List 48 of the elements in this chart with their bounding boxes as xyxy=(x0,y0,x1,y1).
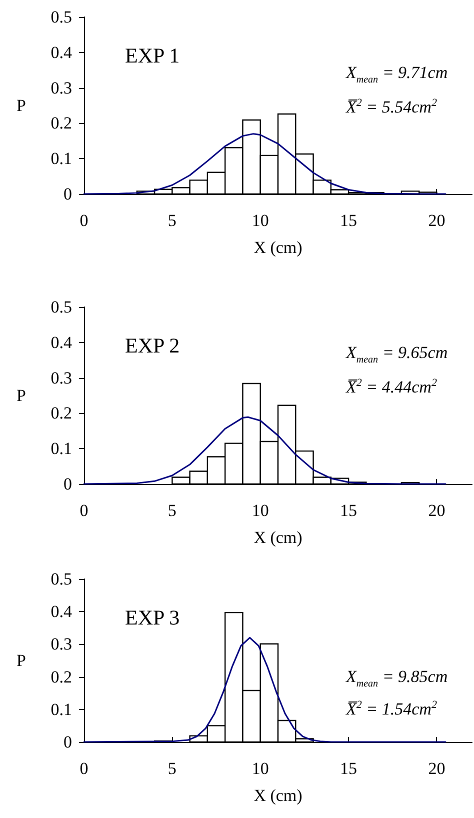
y-tick-label: 0.5 xyxy=(50,8,72,26)
y-tick-label: 0.4 xyxy=(50,42,72,62)
x-tick-label: 15 xyxy=(340,211,358,230)
x-tick-label: 0 xyxy=(80,759,88,778)
x-tick-label: 20 xyxy=(428,501,446,520)
annotation: X̅$^{2}$ = 5.54cm$^{2}$ xyxy=(346,96,437,119)
x-axis-title: X (cm) xyxy=(254,786,302,805)
text: EXP 2 xyxy=(125,334,180,358)
text: EXP 1 xyxy=(125,44,180,68)
x-tick-label: 0 xyxy=(80,211,88,230)
y-tick-label: 0.3 xyxy=(50,78,72,98)
x-tick-label: 10 xyxy=(252,759,269,778)
y-axis-title: P xyxy=(16,651,26,670)
y-tick-label: 0.1 xyxy=(50,439,72,458)
x-tick-label: 15 xyxy=(340,501,358,520)
x-tick-label: 15 xyxy=(340,759,358,778)
x-tick-label: 5 xyxy=(168,501,176,520)
annotation: X$_{mean}$ = 9.85cm xyxy=(346,666,448,692)
y-tick-label: 0.3 xyxy=(50,368,72,388)
x-tick-label: 10 xyxy=(252,501,269,520)
x-tick-label: 5 xyxy=(168,759,176,778)
y-tick-label: 0 xyxy=(64,732,72,752)
x-tick-label: 10 xyxy=(252,211,269,230)
x-tick-label: 0 xyxy=(80,501,88,520)
y-tick-label: 0 xyxy=(64,474,72,494)
y-axis-title: P xyxy=(16,386,26,405)
x-tick-label: 20 xyxy=(428,759,446,778)
y-tick-label: 0.2 xyxy=(50,404,72,423)
x-axis-title: X (cm) xyxy=(254,528,302,547)
y-tick-label: 0.1 xyxy=(50,700,72,719)
y-axis-title: P xyxy=(16,96,26,115)
x-axis-title: X (cm) xyxy=(254,238,302,257)
annotation: X̅$^{2}$ = 4.44cm$^{2}$ xyxy=(346,376,437,399)
y-tick-label: 0.4 xyxy=(50,332,72,352)
annotation: X$_{mean}$ = 9.65cm xyxy=(346,342,448,368)
annotation: X$_{mean}$ = 9.71cm xyxy=(346,62,448,88)
y-tick-label: 0.2 xyxy=(50,667,72,686)
annotation: X̅$^{2}$ = 1.54cm$^{2}$ xyxy=(346,698,437,721)
y-tick-label: 0.5 xyxy=(50,298,72,316)
text: EXP 3 xyxy=(125,606,180,630)
y-tick-label: 0.4 xyxy=(50,602,72,622)
x-tick-label: 5 xyxy=(168,211,176,230)
y-tick-label: 0.3 xyxy=(50,634,72,654)
y-tick-label: 0 xyxy=(64,184,72,204)
y-tick-label: 0.1 xyxy=(50,149,72,168)
y-tick-label: 0.5 xyxy=(50,570,72,588)
y-tick-label: 0.2 xyxy=(50,114,72,133)
x-tick-label: 20 xyxy=(428,211,446,230)
